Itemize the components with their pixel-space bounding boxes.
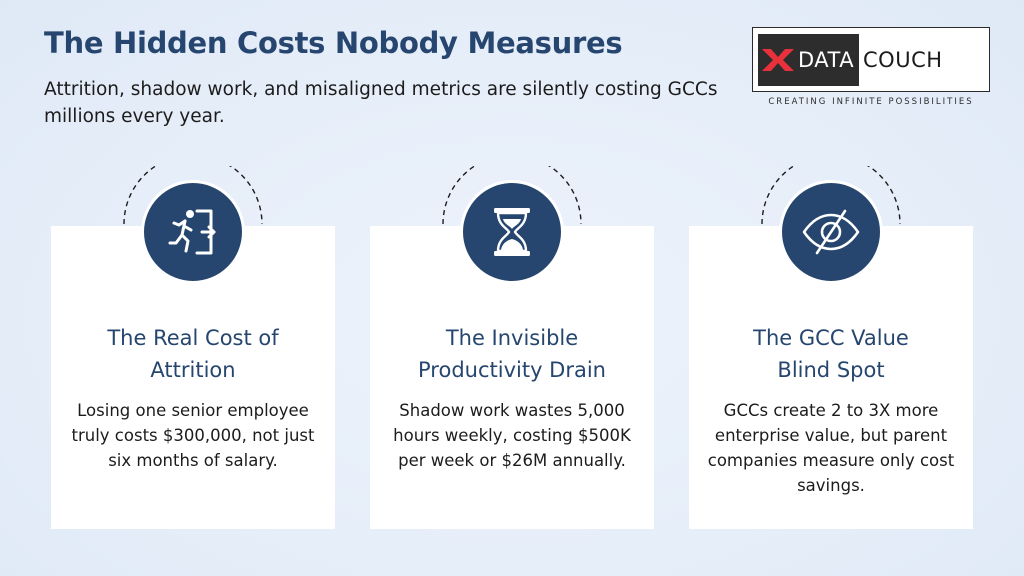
dashed-arc-decoration	[761, 166, 901, 225]
card-title-line2: Productivity Drain	[418, 358, 606, 382]
logo-text-data: DATA	[798, 48, 855, 72]
dashed-arc-decoration	[123, 166, 263, 225]
card-title-line1: The Invisible	[445, 326, 579, 350]
hourglass-icon	[494, 208, 530, 256]
page-subtitle: Attrition, shadow work, and misaligned m…	[44, 79, 718, 127]
logo-tagline: CREATING INFINITE POSSIBILITIES	[768, 97, 974, 107]
logo-dark-block: DATA	[758, 34, 859, 86]
card-title: The Invisible Productivity Drain	[370, 322, 654, 386]
dashed-arc-decoration	[442, 166, 582, 225]
page-title: The Hidden Costs Nobody Measures	[44, 26, 623, 60]
card-icon-badge	[141, 180, 245, 284]
exit-running-icon	[168, 209, 216, 255]
card-title-line2: Attrition	[150, 358, 236, 382]
card-text: Losing one senior employee truly costs $…	[71, 401, 315, 470]
card-productivity: The Invisible Productivity Drain Shadow …	[370, 226, 654, 529]
datacouch-logo: DATA COUCH	[752, 27, 990, 92]
card-text: GCCs create 2 to 3X more enterprise valu…	[707, 401, 955, 495]
logo-mark-icon	[762, 49, 794, 71]
eye-slash-icon	[802, 209, 860, 255]
card-title: The Real Cost of Attrition	[51, 322, 335, 386]
logo-text-couch: COUCH	[863, 48, 943, 72]
card-title: The GCC Value Blind Spot	[689, 322, 973, 386]
card-title-line1: The Real Cost of	[107, 326, 279, 350]
card-text: Shadow work wastes 5,000 hours weekly, c…	[393, 401, 631, 470]
card-title-line2: Blind Spot	[777, 358, 885, 382]
card-value-blind-spot: The GCC Value Blind Spot GCCs create 2 t…	[689, 226, 973, 529]
card-title-line1: The GCC Value	[753, 326, 909, 350]
card-icon-badge	[460, 180, 564, 284]
card-icon-badge	[779, 180, 883, 284]
